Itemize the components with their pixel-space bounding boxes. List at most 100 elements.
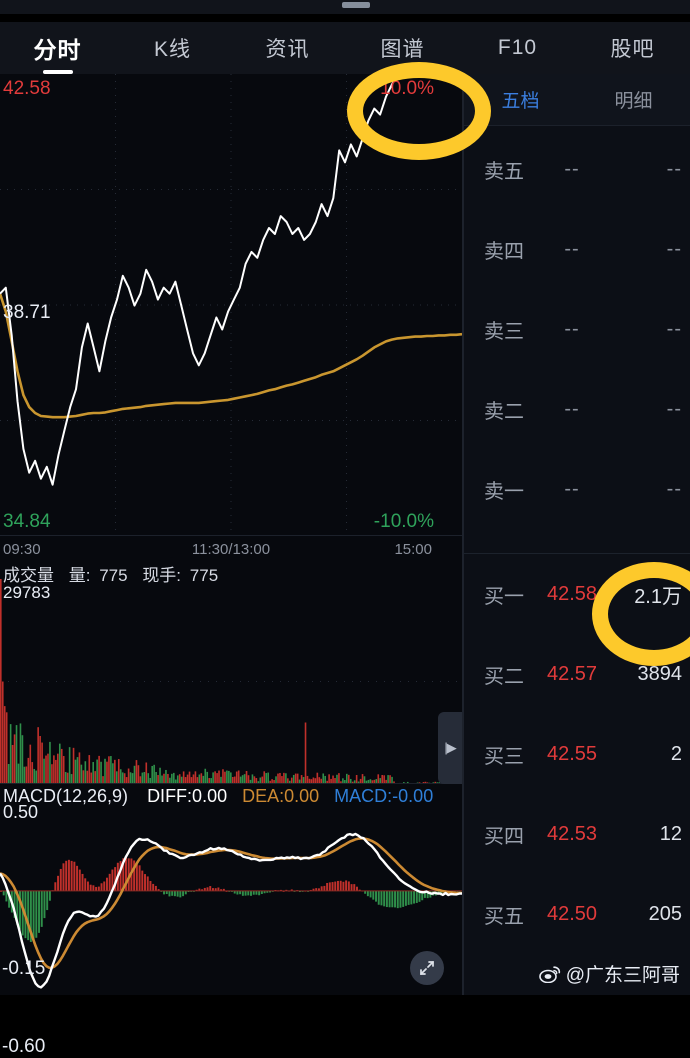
tab-2[interactable]: 资讯 [230, 33, 345, 63]
buy-order-row-4[interactable]: 买五 42.50 205 [464, 874, 690, 954]
time-axis-open: 09:30 [3, 541, 41, 558]
sell-order-row-3[interactable]: 卖二 -- -- [464, 369, 690, 449]
price-low-label: 34.84 [3, 511, 51, 532]
order-price: 42.58 [546, 582, 598, 605]
macd-bottom-label: -0.60 [2, 1036, 46, 1057]
tab-label: 资讯 [265, 38, 310, 61]
order-quantity: -- [666, 317, 682, 340]
tab-label: F10 [497, 36, 538, 59]
macd-header: MACD(12,26,9) DIFF:0.00 DEA:0.00 MACD:-0… [3, 786, 433, 807]
weibo-icon [538, 965, 560, 983]
status-bar-nub [342, 2, 370, 8]
tab-label: K线 [153, 38, 191, 61]
order-price: 42.57 [546, 662, 598, 685]
tab-active-underline [42, 70, 73, 74]
price-low-pct-label: -10.0% [373, 511, 434, 532]
sell-order-row-1[interactable]: 卖四 -- -- [464, 209, 690, 289]
tab-3[interactable]: 图谱 [345, 33, 460, 63]
sell-order-row-0[interactable]: 卖五 -- -- [464, 129, 690, 209]
volume-header: 成交量 量: 775 现手: 775 [0, 561, 462, 585]
volume-amount-value: 775 [99, 566, 128, 585]
price-high-label: 42.58 [3, 78, 51, 99]
order-price: -- [564, 477, 580, 500]
order-level-label: 卖五 [484, 160, 524, 183]
buy-order-row-1[interactable]: 买二 42.57 3894 [464, 634, 690, 714]
macd-top-label: 0.50 [3, 802, 39, 822]
time-axis-mid: 11:30/13:00 [191, 541, 271, 558]
column-divider [462, 74, 464, 995]
order-level-label: 买二 [484, 665, 524, 688]
order-quantity: 2 [670, 742, 682, 765]
order-price: -- [564, 157, 580, 180]
order-price: -- [564, 317, 580, 340]
order-quantity: -- [666, 237, 682, 260]
order-quantity: -- [666, 397, 682, 420]
macd-name: MACD(12,26,9) [3, 786, 129, 806]
volume-current-value: 775 [189, 566, 219, 585]
order-quantity: 205 [648, 902, 682, 925]
order-level-label: 买五 [484, 905, 524, 928]
buy-order-row-0[interactable]: 买一 42.58 2.1万 [464, 554, 690, 634]
order-level-label: 卖二 [484, 400, 524, 423]
sell-order-row-4[interactable]: 卖一 -- -- [464, 449, 690, 529]
volume-chart[interactable] [0, 579, 462, 784]
main-content: 42.58 10.0% 38.71 34.84 -10.0% 09:30 11:… [0, 74, 690, 1057]
order-price: -- [564, 397, 580, 420]
chart-column: 42.58 10.0% 38.71 34.84 -10.0% 09:30 11:… [0, 74, 462, 1057]
tab-label: 分时 [33, 37, 82, 63]
order-book-tabs: 五档 明细 [464, 74, 690, 126]
time-axis: 09:30 11:30/13:00 15:00 [0, 537, 462, 563]
order-price: -- [564, 237, 580, 260]
tab-bar: 分时 K线 资讯 图谱 F10 股吧 [0, 22, 690, 74]
order-level-label: 卖四 [484, 240, 524, 263]
macd-mid-label: -0.15 [2, 958, 46, 979]
time-axis-close: 15:00 [394, 541, 432, 558]
macd-dea-value: DEA:0.00 [242, 786, 320, 806]
watermark: @广东三阿哥 [538, 960, 680, 987]
volume-max-label: 29783 [3, 583, 51, 602]
tab-label: 图谱 [380, 38, 425, 61]
order-price: 42.53 [546, 822, 598, 845]
order-book-tab-1[interactable]: 明细 [614, 91, 653, 112]
sell-order-row-2[interactable]: 卖三 -- -- [464, 289, 690, 369]
order-price: 42.50 [546, 902, 598, 925]
order-price: 42.55 [546, 742, 598, 765]
slide-out-handle-icon[interactable]: |▶ [438, 712, 462, 784]
watermark-text: @广东三阿哥 [565, 965, 680, 986]
order-quantity: 3894 [637, 662, 683, 685]
macd-diff-value: DIFF:0.00 [147, 786, 228, 806]
status-bar-strip [0, 0, 690, 14]
price-mid-label: 38.71 [3, 302, 51, 323]
intraday-price-chart[interactable]: 42.58 10.0% 38.71 34.84 -10.0% [0, 74, 462, 536]
tab-4[interactable]: F10 [460, 36, 575, 60]
order-level-label: 买四 [484, 825, 524, 848]
order-quantity: 12 [659, 822, 682, 845]
buy-order-row-3[interactable]: 买四 42.53 12 [464, 794, 690, 874]
volume-amount-label: 量: [68, 566, 91, 585]
price-high-pct-label: 10.0% [380, 78, 434, 99]
order-level-label: 买三 [484, 745, 524, 768]
order-book-separator [464, 553, 690, 554]
expand-diagonal-icon[interactable] [410, 951, 444, 985]
order-book-column: 五档 明细 卖五 -- -- 卖四 -- -- 卖三 -- -- 卖二 -- -- 卖一 -- -- 买一 42.… [464, 74, 690, 995]
buy-order-row-2[interactable]: 买三 42.55 2 [464, 714, 690, 794]
volume-title: 成交量 [3, 566, 54, 585]
tab-1[interactable]: K线 [115, 33, 230, 63]
tab-5[interactable]: 股吧 [575, 33, 690, 63]
order-level-label: 卖一 [484, 480, 524, 503]
volume-current-label: 现手: [142, 566, 182, 585]
order-level-label: 卖三 [484, 320, 524, 343]
order-book-tab-0[interactable]: 五档 [501, 91, 540, 112]
order-quantity: -- [666, 157, 682, 180]
top-spacer [0, 14, 690, 22]
order-level-label: 买一 [484, 585, 524, 608]
tab-0[interactable]: 分时 [0, 31, 115, 74]
macd-chart[interactable] [0, 804, 462, 995]
price-series-average [0, 293, 462, 419]
tab-label: 股吧 [610, 38, 655, 61]
order-quantity: -- [666, 477, 682, 500]
handle-glyph: |▶ [444, 740, 456, 755]
order-quantity: 2.1万 [634, 585, 682, 608]
price-series-price [0, 74, 462, 486]
macd-macd-value: MACD:-0.00 [334, 786, 434, 806]
